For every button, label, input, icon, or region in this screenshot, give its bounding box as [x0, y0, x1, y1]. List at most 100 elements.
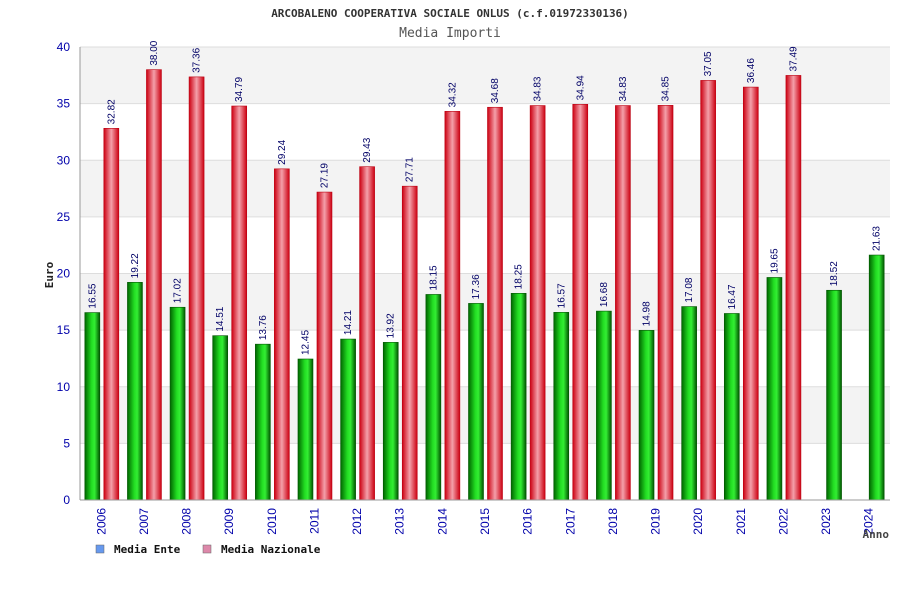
- y-tick-label: 35: [57, 97, 71, 111]
- y-tick-label: 15: [57, 323, 71, 337]
- value-label: 19.65: [769, 248, 780, 273]
- value-label: 17.36: [471, 274, 482, 299]
- value-label: 29.43: [362, 137, 373, 162]
- value-label: 16.47: [727, 284, 738, 309]
- value-label: 14.21: [343, 310, 354, 335]
- value-label: 17.02: [173, 278, 184, 303]
- value-label: 16.57: [556, 283, 567, 308]
- x-tick-label: 2022: [776, 508, 790, 535]
- bar-media-nazionale: [487, 106, 503, 501]
- bar-media-ente: [212, 335, 229, 501]
- y-tick-label: 5: [63, 436, 70, 450]
- bar-media-nazionale: [572, 104, 589, 501]
- bar-media-nazionale: [188, 76, 205, 501]
- x-tick-label: 2006: [94, 508, 108, 535]
- y-axis-label: Euro: [43, 261, 56, 288]
- bar-media-ente: [84, 312, 101, 501]
- value-label: 34.32: [447, 82, 458, 107]
- x-tick-label: 2017: [563, 508, 577, 535]
- bar-media-ente: [868, 254, 885, 501]
- value-label: 32.82: [106, 99, 117, 124]
- value-label: 29.24: [277, 139, 288, 164]
- x-tick-label: 2016: [521, 508, 535, 535]
- bar-media-nazionale: [274, 168, 290, 501]
- y-tick-label: 10: [57, 380, 71, 394]
- value-label: 16.68: [599, 282, 610, 307]
- y-tick-label: 40: [57, 40, 71, 54]
- value-label: 27.19: [319, 163, 330, 188]
- x-axis-label: Anno: [863, 528, 890, 541]
- bar-media-ente: [681, 306, 697, 501]
- x-tick-label: 2007: [137, 508, 151, 535]
- bar-media-ente: [169, 306, 186, 501]
- value-label: 34.83: [618, 76, 629, 101]
- value-label: 27.71: [405, 157, 416, 182]
- value-label: 14.51: [215, 306, 226, 331]
- x-tick-label: 2010: [265, 508, 279, 535]
- value-label: 18.52: [829, 261, 840, 286]
- y-tick-label: 30: [57, 153, 71, 167]
- x-tick-label: 2015: [478, 508, 492, 535]
- bar-media-ente: [297, 358, 314, 501]
- value-label: 18.25: [514, 264, 525, 289]
- y-axis-ticks: 0 5 10 15 20 25 30 35 40: [57, 40, 71, 507]
- bar-media-nazionale: [700, 80, 716, 501]
- x-tick-label: 2011: [307, 508, 321, 534]
- value-label: 34.83: [533, 76, 544, 101]
- bar-media-ente: [510, 293, 527, 501]
- y-tick-label: 20: [57, 267, 71, 281]
- bar-media-nazionale: [615, 105, 631, 501]
- x-tick-label: 2020: [691, 508, 705, 535]
- value-label: 19.22: [130, 253, 141, 278]
- bar-media-nazionale: [316, 191, 333, 501]
- x-tick-label: 2009: [222, 508, 236, 535]
- x-tick-label: 2012: [350, 508, 364, 535]
- bar-media-ente: [766, 277, 783, 501]
- value-label: 37.36: [192, 47, 203, 72]
- legend-swatch-media-nazionale: [202, 544, 212, 554]
- bar-media-ente: [638, 330, 655, 501]
- x-tick-label: 2014: [435, 508, 449, 535]
- value-label: 18.15: [428, 265, 439, 290]
- value-label: 37.49: [788, 46, 799, 71]
- bar-media-ente: [468, 303, 484, 501]
- x-tick-label: 2023: [819, 508, 833, 535]
- value-labels: 16.55 32.82 19.22 38.00 17.02 37.36 14.51 34.79…: [87, 40, 882, 355]
- bar-media-ente: [127, 282, 143, 501]
- legend-label-media-ente: Media Ente: [114, 543, 181, 556]
- value-label: 14.98: [642, 301, 653, 326]
- bar-media-nazionale: [103, 128, 120, 501]
- x-tick-label: 2024: [862, 508, 876, 535]
- chart-title: ARCOBALENO COOPERATIVA SOCIALE ONLUS (c.…: [271, 7, 629, 20]
- value-label: 16.55: [87, 283, 98, 308]
- bar-media-ente: [596, 310, 612, 501]
- value-label: 34.85: [661, 76, 672, 101]
- value-label: 38.00: [149, 40, 160, 65]
- bar-media-nazionale: [529, 105, 546, 501]
- x-tick-label: 2013: [393, 508, 407, 535]
- value-label: 34.79: [234, 77, 245, 102]
- value-label: 12.45: [300, 330, 311, 355]
- bar-media-nazionale: [444, 111, 461, 501]
- y-tick-label: 0: [63, 493, 70, 507]
- x-tick-label: 2018: [606, 508, 620, 535]
- bar-media-ente: [255, 343, 271, 501]
- legend: Media Ente Media Nazionale: [95, 543, 321, 556]
- chart-subtitle: Media Importi: [399, 26, 501, 41]
- bar-media-ente: [553, 312, 570, 501]
- bar-media-nazionale: [146, 69, 162, 501]
- value-label: 36.46: [746, 58, 757, 83]
- bar-media-ente: [826, 289, 842, 501]
- bar-media-ente: [425, 294, 442, 501]
- value-label: 21.63: [872, 226, 883, 251]
- bar-media-nazionale: [785, 75, 802, 501]
- value-label: 34.94: [575, 75, 586, 100]
- x-tick-label: 2008: [180, 508, 194, 535]
- bar-media-nazionale: [359, 166, 375, 501]
- bar-media-nazionale: [231, 105, 248, 501]
- bar-media-ente: [382, 342, 399, 501]
- x-axis-ticks: 2006 2007 2008 2009 2010 2011 2012 2013 2014 2015…: [94, 508, 875, 535]
- legend-swatch-media-ente: [95, 544, 105, 554]
- bar-media-nazionale: [401, 185, 418, 501]
